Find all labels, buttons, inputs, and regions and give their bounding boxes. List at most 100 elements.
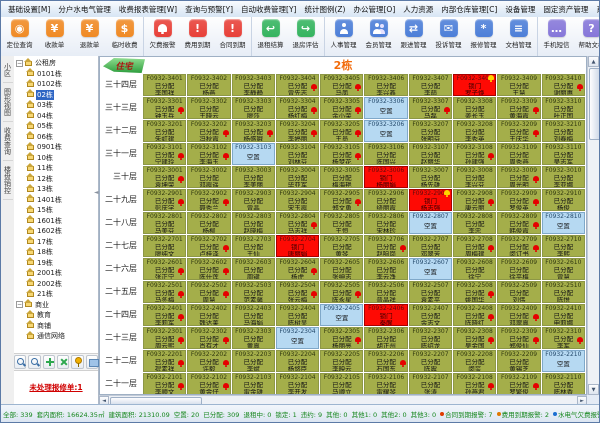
tree-item[interactable]: 02栋: [14, 89, 98, 101]
snapshot-icon[interactable]: [85, 355, 100, 369]
room-cell[interactable]: F0932-2902 已分配 聂秀兰: [187, 189, 231, 211]
locate-pin-icon[interactable]: [71, 355, 84, 369]
room-cell[interactable]: F0932-2507 已分配 袁素平: [408, 281, 453, 303]
zoom-out-icon[interactable]: [28, 355, 41, 369]
room-cell[interactable]: F0932-3010 已分配 李亚娜: [541, 166, 585, 188]
tree-item[interactable]: 06栋: [14, 131, 98, 143]
room-cell[interactable]: F0932-2206 已分配 石国东: [364, 350, 408, 372]
tree-item[interactable]: 21栋: [14, 288, 98, 300]
room-cell[interactable]: F0932-2306 已分配 胡正州: [364, 327, 408, 349]
room-cell[interactable]: F0932-2304 空置: [275, 327, 320, 349]
room-cell[interactable]: F0932-3404 已分配 曾先志: [275, 74, 320, 96]
room-cell[interactable]: F0932-2609 已分配 徐平梅: [497, 258, 541, 280]
tree-item[interactable]: 1602栋: [14, 225, 98, 237]
room-cell[interactable]: F0932-2309 已分配 郑俊仙: [497, 327, 541, 349]
room-cell[interactable]: F0932-2903 已分配 曾晶: [231, 189, 275, 211]
room-cell[interactable]: F0932-3407 已分配 李萌: [408, 74, 453, 96]
room-cell[interactable]: F0932-3406 已分配 李兴鑫: [364, 74, 408, 96]
room-cell[interactable]: F0932-2205 已分配 李映云: [320, 350, 364, 372]
room-cell[interactable]: F0932-3002 已分配 邓霞遥: [187, 166, 231, 188]
menu-item[interactable]: 固定资产管理: [543, 4, 589, 14]
room-cell[interactable]: F0932-2709 已分配 闵订书: [497, 235, 541, 257]
tree-item[interactable]: 11栋: [14, 162, 98, 174]
room-cell[interactable]: F0932-2201 已分配 提素祥: [143, 350, 187, 372]
tree-item[interactable]: 04栋: [14, 110, 98, 122]
room-cell[interactable]: F0932-3402 已分配 杨燕: [187, 74, 231, 96]
room-cell[interactable]: F0932-3308 已分配 姜长玉: [453, 97, 497, 119]
room-cell[interactable]: F0932-2105 已分配 马顺立: [320, 373, 364, 394]
tree-item[interactable]: 2002栋: [14, 278, 98, 290]
room-cell[interactable]: F0932-2906 已分配 绕丽霞: [364, 189, 408, 211]
tree-item[interactable]: − 商业: [14, 299, 98, 311]
toolbar-button-sms[interactable]: … 手机短信: [539, 17, 574, 56]
room-cell[interactable]: F0932-2510 已分配 陈悦: [541, 281, 585, 303]
room-cell[interactable]: F0932-2707 已分配 邓翠芳: [408, 235, 453, 257]
tree-item[interactable]: 0102栋: [14, 78, 98, 90]
room-cell[interactable]: F0932-2704 锁门 唐丽娟: [275, 235, 320, 257]
side-tab[interactable]: 图形视图: [2, 83, 13, 122]
room-cell[interactable]: F0932-3403 已分配 李静静: [231, 74, 275, 96]
toolbar-button-help[interactable]: ? 帮助文档: [574, 17, 599, 56]
room-cell[interactable]: F0932-2305 已分配 杨丽亮: [320, 327, 364, 349]
room-cell[interactable]: F0932-3301 已分配 钟玉兵: [143, 97, 187, 119]
room-cell[interactable]: F0932-2702 已分配 卢桂泽: [187, 235, 231, 257]
room-cell[interactable]: F0932-2602 已分配 陈仕莲: [187, 258, 231, 280]
tree-expander-icon[interactable]: −: [16, 301, 23, 309]
room-cell[interactable]: F0932-2204 已分配 杨悠臣: [275, 350, 320, 372]
room-cell[interactable]: F0932-2904 已分配 宋玉霞: [275, 189, 320, 211]
room-cell[interactable]: F0932-2703 已分配 王仙: [231, 235, 275, 257]
side-tab[interactable]: 小区: [2, 58, 13, 83]
room-cell[interactable]: F0932-3005 已分配 梅海艳: [320, 166, 364, 188]
room-cell[interactable]: F0932-2806 已分配 宋林珍: [364, 212, 408, 234]
tree-expander-icon[interactable]: −: [16, 59, 23, 67]
room-cell[interactable]: F0932-3201 已分配 朱虹建: [143, 120, 187, 142]
menu-item[interactable]: 统计图例(Z): [304, 4, 346, 14]
room-cell[interactable]: F0932-2405 空置: [320, 304, 364, 326]
room-cell[interactable]: F0932-3104 已分配 刘林芬: [275, 143, 320, 165]
room-cell[interactable]: F0932-2905 已分配 郑文勇: [320, 189, 364, 211]
room-cell[interactable]: F0932-3101 已分配 宁建玲: [143, 143, 187, 165]
room-cell[interactable]: F0932-2407 已分配 余志文: [408, 304, 453, 326]
room-cell[interactable]: F0932-2909 已分配 罗俊英: [497, 189, 541, 211]
room-cell[interactable]: F0932-2409 已分配 邓翠真: [497, 304, 541, 326]
room-cell[interactable]: F0932-2606 已分配 李云净: [364, 258, 408, 280]
room-cell[interactable]: F0932-3102 已分配 李海玉: [187, 143, 231, 165]
room-cell[interactable]: F0932-3203 已分配 杨盛娥: [231, 120, 275, 142]
room-cell[interactable]: F0932-3202 已分配 冯秋霞: [187, 120, 231, 142]
room-cell[interactable]: F0932-2803 已分配 赵晓梅: [231, 212, 275, 234]
room-cell[interactable]: F0932-2508 已分配 姚国华: [453, 281, 497, 303]
room-cell[interactable]: F0932-3009 已分配 周光明: [497, 166, 541, 188]
tree-item[interactable]: 通信网络: [14, 330, 98, 342]
room-cell[interactable]: F0932-2209 已分配 黄锡芝: [497, 350, 541, 372]
room-cell[interactable]: F0932-3310 已分配 叶正国: [541, 97, 585, 119]
room-cell[interactable]: F0932-3106 已分配 陈国兴: [364, 143, 408, 165]
tree-item[interactable]: − 公租房: [14, 57, 98, 69]
room-cell[interactable]: F0932-3210 已分配 刘春梅: [541, 120, 585, 142]
tree-item[interactable]: 1401栋: [14, 194, 98, 206]
room-cell[interactable]: F0932-2410 已分配 申莉娜: [541, 304, 585, 326]
menu-item[interactable]: 人力资源: [403, 4, 434, 14]
toolbar-button-member[interactable]: 会员管理: [361, 17, 396, 56]
room-cell[interactable]: F0932-3107 已分配 赵丽华: [408, 143, 453, 165]
room-cell[interactable]: F0932-3302 已分配 王晓云: [187, 97, 231, 119]
toolbar-button-arrears-alarm[interactable]: 欠费报警: [145, 17, 180, 56]
room-cell[interactable]: F0932-3004 已分配 毕亚军: [275, 166, 320, 188]
room-cell[interactable]: F0932-2501 已分配 马冬梅: [143, 281, 187, 303]
tree-item[interactable]: 17栋: [14, 236, 98, 248]
tree-item[interactable]: 1601栋: [14, 215, 98, 227]
room-cell[interactable]: F0932-3207 已分配 张明芬: [408, 120, 453, 142]
toolbar-button-temp-fee[interactable]: $ 临时收费: [107, 17, 142, 56]
room-cell[interactable]: F0932-3306 空置: [364, 97, 408, 119]
tree-item[interactable]: 13栋: [14, 183, 98, 195]
side-tab[interactable]: 收费查询: [2, 122, 13, 161]
splitter-collapse-icon[interactable]: ◄: [94, 189, 99, 196]
room-cell[interactable]: F0932-3006 锁门 杨丽娟: [364, 166, 408, 188]
room-cell[interactable]: F0932-2310 已分配 李军: [541, 327, 585, 349]
toolbar-button-locate-search[interactable]: ◉ 定位查询: [2, 17, 37, 56]
room-cell[interactable]: F0932-2706 已分配 赵响岗: [364, 235, 408, 257]
room-cell[interactable]: F0932-2103 已分配 雷金雄: [231, 373, 275, 394]
room-cell[interactable]: F0932-3209 已分配 王庆华: [497, 120, 541, 142]
room-cell[interactable]: F0932-3305 已分配 余小荣: [320, 97, 364, 119]
room-cell[interactable]: F0932-2404 已分配 陈树显: [275, 304, 320, 326]
room-cell[interactable]: F0932-2608 已分配 徐宁: [453, 258, 497, 280]
